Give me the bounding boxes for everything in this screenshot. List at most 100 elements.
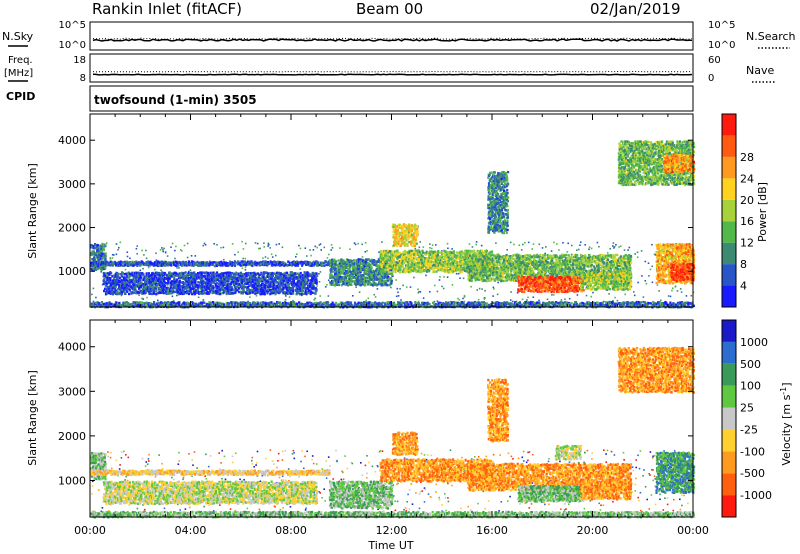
data-cell <box>506 249 508 251</box>
data-cell <box>194 280 196 282</box>
data-cell <box>588 249 590 251</box>
data-cell <box>524 242 526 244</box>
data-cell <box>100 271 102 273</box>
data-cell <box>179 277 181 279</box>
data-cell <box>276 281 278 283</box>
data-cell <box>203 275 205 277</box>
data-cell <box>321 265 323 267</box>
data-cell <box>245 269 247 271</box>
data-cell <box>423 246 425 248</box>
nave-label: Nave <box>746 64 774 77</box>
data-cell <box>134 286 136 288</box>
data-cell <box>488 304 490 306</box>
data-cell <box>553 294 555 296</box>
data-cell <box>419 241 421 243</box>
data-cell <box>233 289 235 291</box>
data-cell <box>459 299 461 301</box>
data-cell <box>592 292 594 294</box>
data-cell <box>417 289 419 291</box>
data-cell <box>304 279 306 281</box>
data-cell <box>289 296 291 298</box>
data-cell <box>328 254 330 256</box>
data-cell <box>459 277 461 279</box>
data-cell <box>302 290 304 292</box>
data-cell <box>91 294 93 296</box>
data-cell <box>612 245 614 247</box>
data-cell <box>396 239 398 241</box>
data-cell <box>216 244 218 246</box>
data-cell <box>255 278 257 280</box>
data-cell <box>609 248 611 250</box>
data-cell <box>176 278 178 280</box>
data-cell <box>526 299 528 301</box>
data-cell <box>285 299 287 301</box>
data-cell <box>588 301 590 303</box>
data-cell <box>316 247 318 249</box>
data-cell <box>285 304 287 306</box>
data-cell <box>202 245 204 247</box>
data-cell <box>624 294 626 296</box>
data-cell <box>648 275 650 277</box>
data-cell <box>145 250 147 252</box>
data-cell <box>160 269 162 271</box>
data-cell <box>300 261 302 263</box>
data-cell <box>648 262 650 264</box>
data-cell <box>296 303 298 305</box>
data-cell <box>97 256 99 258</box>
data-cell <box>443 276 445 278</box>
data-cell <box>539 244 541 246</box>
data-cell <box>255 242 257 244</box>
data-cell <box>269 247 271 249</box>
data-cell <box>234 260 236 262</box>
data-cell <box>247 301 249 303</box>
data-cell <box>146 297 148 299</box>
data-cell <box>124 293 126 295</box>
data-cell <box>278 243 280 245</box>
data-cell <box>165 252 167 254</box>
data-cell <box>330 276 332 278</box>
data-cell <box>418 301 420 303</box>
data-cell <box>375 260 377 262</box>
data-cell <box>469 243 471 245</box>
data-cell <box>429 247 431 249</box>
data-cell <box>331 270 333 272</box>
noise-left-tick-top: 10^5 <box>59 20 86 31</box>
data-cell <box>157 300 159 302</box>
data-cell <box>447 248 449 250</box>
data-cell <box>486 303 488 305</box>
data-cell <box>129 275 131 277</box>
data-cell <box>265 256 267 258</box>
data-cell <box>538 302 540 304</box>
data-cell <box>538 300 540 302</box>
data-cell <box>223 303 225 305</box>
freq-line <box>93 74 692 75</box>
data-cell <box>280 273 282 275</box>
data-cell <box>315 278 317 280</box>
data-cell <box>675 286 677 288</box>
data-cell <box>294 272 296 274</box>
data-cell <box>651 266 653 268</box>
data-cell <box>174 291 176 293</box>
freq-left-tick-bottom: 8 <box>80 73 86 84</box>
data-cell <box>299 280 301 282</box>
data-cell <box>395 279 397 281</box>
data-cell <box>300 272 302 274</box>
data-cell <box>141 250 143 252</box>
data-cell <box>183 272 185 274</box>
data-cell <box>293 280 295 282</box>
data-cell <box>191 293 193 295</box>
data-cell <box>337 259 339 261</box>
data-cell <box>248 261 250 263</box>
data-cell <box>180 249 182 251</box>
data-cell <box>174 258 176 260</box>
data-cell <box>567 251 569 253</box>
noise-right-label: N.Search <box>746 30 796 43</box>
data-cell <box>472 246 474 248</box>
data-cell <box>190 269 192 271</box>
noise-right-tick-bottom: 10^0 <box>708 40 735 51</box>
data-cell <box>479 302 481 304</box>
data-cell <box>364 284 366 286</box>
data-cell <box>519 244 521 246</box>
data-cell <box>154 304 156 306</box>
data-cell <box>397 288 399 290</box>
